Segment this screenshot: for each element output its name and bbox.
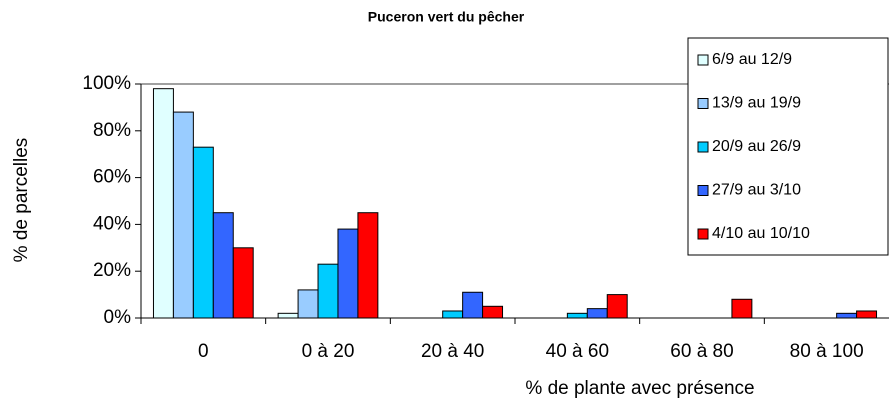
bar xyxy=(152,88,174,319)
legend-box xyxy=(687,37,889,256)
bar xyxy=(297,289,319,319)
legend-label: 13/9 au 19/9 xyxy=(712,95,801,112)
x-tick-label: 0 à 20 xyxy=(302,341,355,362)
y-tick-label: 60% xyxy=(93,167,131,188)
y-tick-label: 20% xyxy=(93,260,131,281)
chart-title: Puceron vert du pêcher xyxy=(368,9,525,25)
bar xyxy=(731,298,753,319)
x-axis-title: % de plante avec présence xyxy=(525,378,754,399)
bar xyxy=(232,247,254,319)
legend-label: 27/9 au 3/10 xyxy=(712,182,801,199)
legend-label: 20/9 au 26/9 xyxy=(712,138,801,155)
bar xyxy=(586,308,608,319)
legend-swatch xyxy=(697,98,709,109)
x-tick-label: 60 à 80 xyxy=(670,341,733,362)
y-tick-label: 40% xyxy=(93,213,131,234)
bar xyxy=(482,305,504,319)
bar xyxy=(317,263,339,319)
y-tick-label: 0% xyxy=(104,307,132,328)
legend-swatch xyxy=(697,185,709,196)
bar xyxy=(337,228,359,319)
legend-label: 6/9 au 12/9 xyxy=(712,51,792,68)
bar xyxy=(836,312,858,319)
bar xyxy=(277,312,299,319)
x-tick-label: 40 à 60 xyxy=(546,341,609,362)
y-axis-title: % de parcelles xyxy=(11,138,32,263)
bar xyxy=(462,291,484,319)
x-tick-label: 80 à 100 xyxy=(790,341,864,362)
bar xyxy=(442,310,464,319)
bar xyxy=(856,310,878,319)
bar xyxy=(192,146,214,319)
legend-label: 4/10 au 10/10 xyxy=(712,225,810,242)
bar xyxy=(606,294,628,319)
legend-swatch xyxy=(697,54,709,66)
legend-swatch xyxy=(697,141,709,153)
x-tick-label: 0 xyxy=(198,341,209,362)
bar xyxy=(357,212,379,319)
y-tick-label: 100% xyxy=(82,73,131,94)
bar xyxy=(172,111,194,319)
legend-swatch xyxy=(697,228,709,240)
y-tick-label: 80% xyxy=(93,120,131,141)
bar xyxy=(212,212,234,319)
x-tick-label: 20 à 40 xyxy=(421,341,484,362)
bar xyxy=(566,312,588,319)
